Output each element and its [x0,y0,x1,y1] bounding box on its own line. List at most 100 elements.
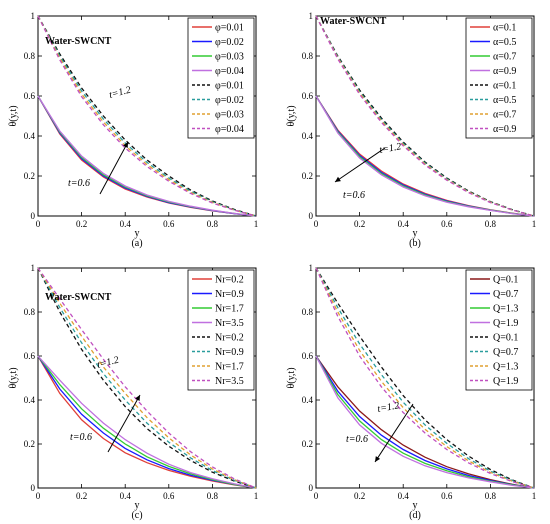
x-axis-label: y [413,500,418,511]
y-tick-label: 0.4 [24,395,36,405]
time-label-0-6: t=0.6 [343,190,365,201]
y-axis-label: θ(y,t) [8,367,19,388]
series-line-4 [37,355,257,489]
y-tick-label: 0 [31,483,36,493]
legend-box [187,17,255,139]
series-line-4 [315,355,535,489]
legend-entry: α=0.1 [493,23,516,34]
y-tick-label: 0.6 [302,91,314,101]
legend-entry: Q=0.1 [493,333,518,344]
legend-entry: φ=0.01 [215,81,244,92]
series-line-8 [37,15,257,217]
legend-entry: α=0.9 [493,124,516,135]
series-line-8 [315,15,535,217]
legend-entry: Q=1.3 [493,362,518,373]
material-annotation: Water-SWCNT [45,292,112,303]
x-tick-label: 0.2 [76,219,87,229]
series-line-3 [37,355,257,489]
trend-arrow-head [335,176,341,182]
chart-panel-a: 0 0.2 0.4 0.6 0.8 1 0 0.2 0.4 0.6 0.8 1 y θ(y,t) (a) Wa… [8,11,258,249]
x-tick-label: 0.4 [398,491,410,501]
chart-panel-c: 0 0.2 0.4 0.6 0.8 1 0 0.2 0.4 0.6 0.8 1 y θ(y,t) (c) Wa… [8,263,258,521]
legend-entry: φ=0.04 [215,66,244,77]
x-tick-label: 0 [314,219,319,229]
panel-label: (b) [409,238,421,249]
series-line-1 [315,355,535,489]
y-tick-label: 0 [309,483,314,493]
series-line-4 [37,95,257,217]
legend-entry: Nr=0.9 [215,289,244,300]
x-axis-label: y [135,500,140,511]
trend-arrow-shaft [334,147,386,183]
legend-entry: Q=1.9 [493,318,518,329]
legend-entry: α=0.7 [493,110,516,121]
legend-entry: Q=1.9 [493,376,518,387]
legend-box [187,269,255,391]
legend-entry: α=0.5 [493,95,516,106]
time-label-0-6: t=0.6 [346,434,368,445]
y-tick-label: 0.8 [302,51,314,61]
trend-arrow-head [123,142,128,148]
y-tick-label: 0.4 [302,395,314,405]
panel-label: (c) [131,510,142,521]
time-label-1-2: t=1.2 [379,141,403,156]
legend-entry: Q=1.3 [493,304,518,315]
legend-entry: α=0.5 [493,37,516,48]
y-axis-label: θ(y,t) [8,105,19,126]
x-tick-label: 0.8 [485,491,497,501]
legend-entry: φ=0.03 [215,110,244,121]
series-line-4 [315,95,535,217]
y-tick-label: 0 [31,211,36,221]
legend-entry: φ=0.04 [215,124,244,135]
time-label-1-2: t=1.2 [377,400,401,415]
time-label-0-6: t=0.6 [68,178,90,189]
y-tick-label: 0.2 [24,171,35,181]
x-tick-label: 0.8 [207,219,219,229]
x-tick-label: 0.2 [76,491,87,501]
x-tick-label: 1 [532,219,537,229]
y-tick-label: 0.6 [24,91,36,101]
legend: Q=0.1 Q=0.7 Q=1.3 Q=1.9 Q=0.1 Q=0.7 Q=1.3 Q=1.9 [465,269,533,391]
legend-entry: φ=0.02 [215,95,244,106]
y-tick-label: 0.8 [24,307,36,317]
x-tick-label: 0 [36,219,41,229]
material-annotation: Water-SWCNT [320,16,387,27]
legend-box [465,269,533,391]
y-axis-label: θ(y,t) [286,105,297,126]
y-tick-label: 0.2 [302,439,313,449]
panel-label: (d) [409,510,421,521]
x-tick-label: 1 [254,219,259,229]
legend-entry: φ=0.01 [215,23,244,34]
material-annotation: Water-SWCNT [45,36,112,47]
x-axis-label: y [135,228,140,239]
legend-entry: Nr=1.7 [215,362,244,373]
time-label-0-6: t=0.6 [70,432,92,443]
legend-entry: Nr=0.2 [215,333,244,344]
trend-arrow-shaft [99,141,129,195]
series-line-6 [315,267,535,489]
legend: φ=0.01 φ=0.02 φ=0.03 φ=0.04 φ=0.01 φ=0.02 φ=0.… [187,17,255,139]
x-tick-label: 1 [254,491,259,501]
legend-entry: Nr=0.9 [215,347,244,358]
series-line-5 [37,267,257,489]
x-tick-label: 0.2 [354,219,365,229]
legend-entry: φ=0.03 [215,52,244,63]
y-tick-label: 1 [309,263,314,273]
y-tick-label: 0.8 [302,307,314,317]
y-tick-label: 0.2 [302,171,313,181]
x-tick-label: 0.8 [485,219,497,229]
legend-entry: φ=0.02 [215,37,244,48]
legend-entry: Nr=1.7 [215,304,244,315]
x-tick-label: 0.2 [354,491,365,501]
x-tick-label: 0.6 [163,219,175,229]
legend-entry: Nr=3.5 [215,318,244,329]
legend-entry: Nr=0.2 [215,275,244,286]
x-axis-label: y [413,228,418,239]
series-line-8 [315,267,535,489]
y-tick-label: 1 [309,11,314,21]
x-tick-label: 0.4 [120,219,132,229]
x-tick-label: 1 [532,491,537,501]
x-tick-label: 0.6 [441,219,453,229]
series-line-6 [37,267,257,489]
